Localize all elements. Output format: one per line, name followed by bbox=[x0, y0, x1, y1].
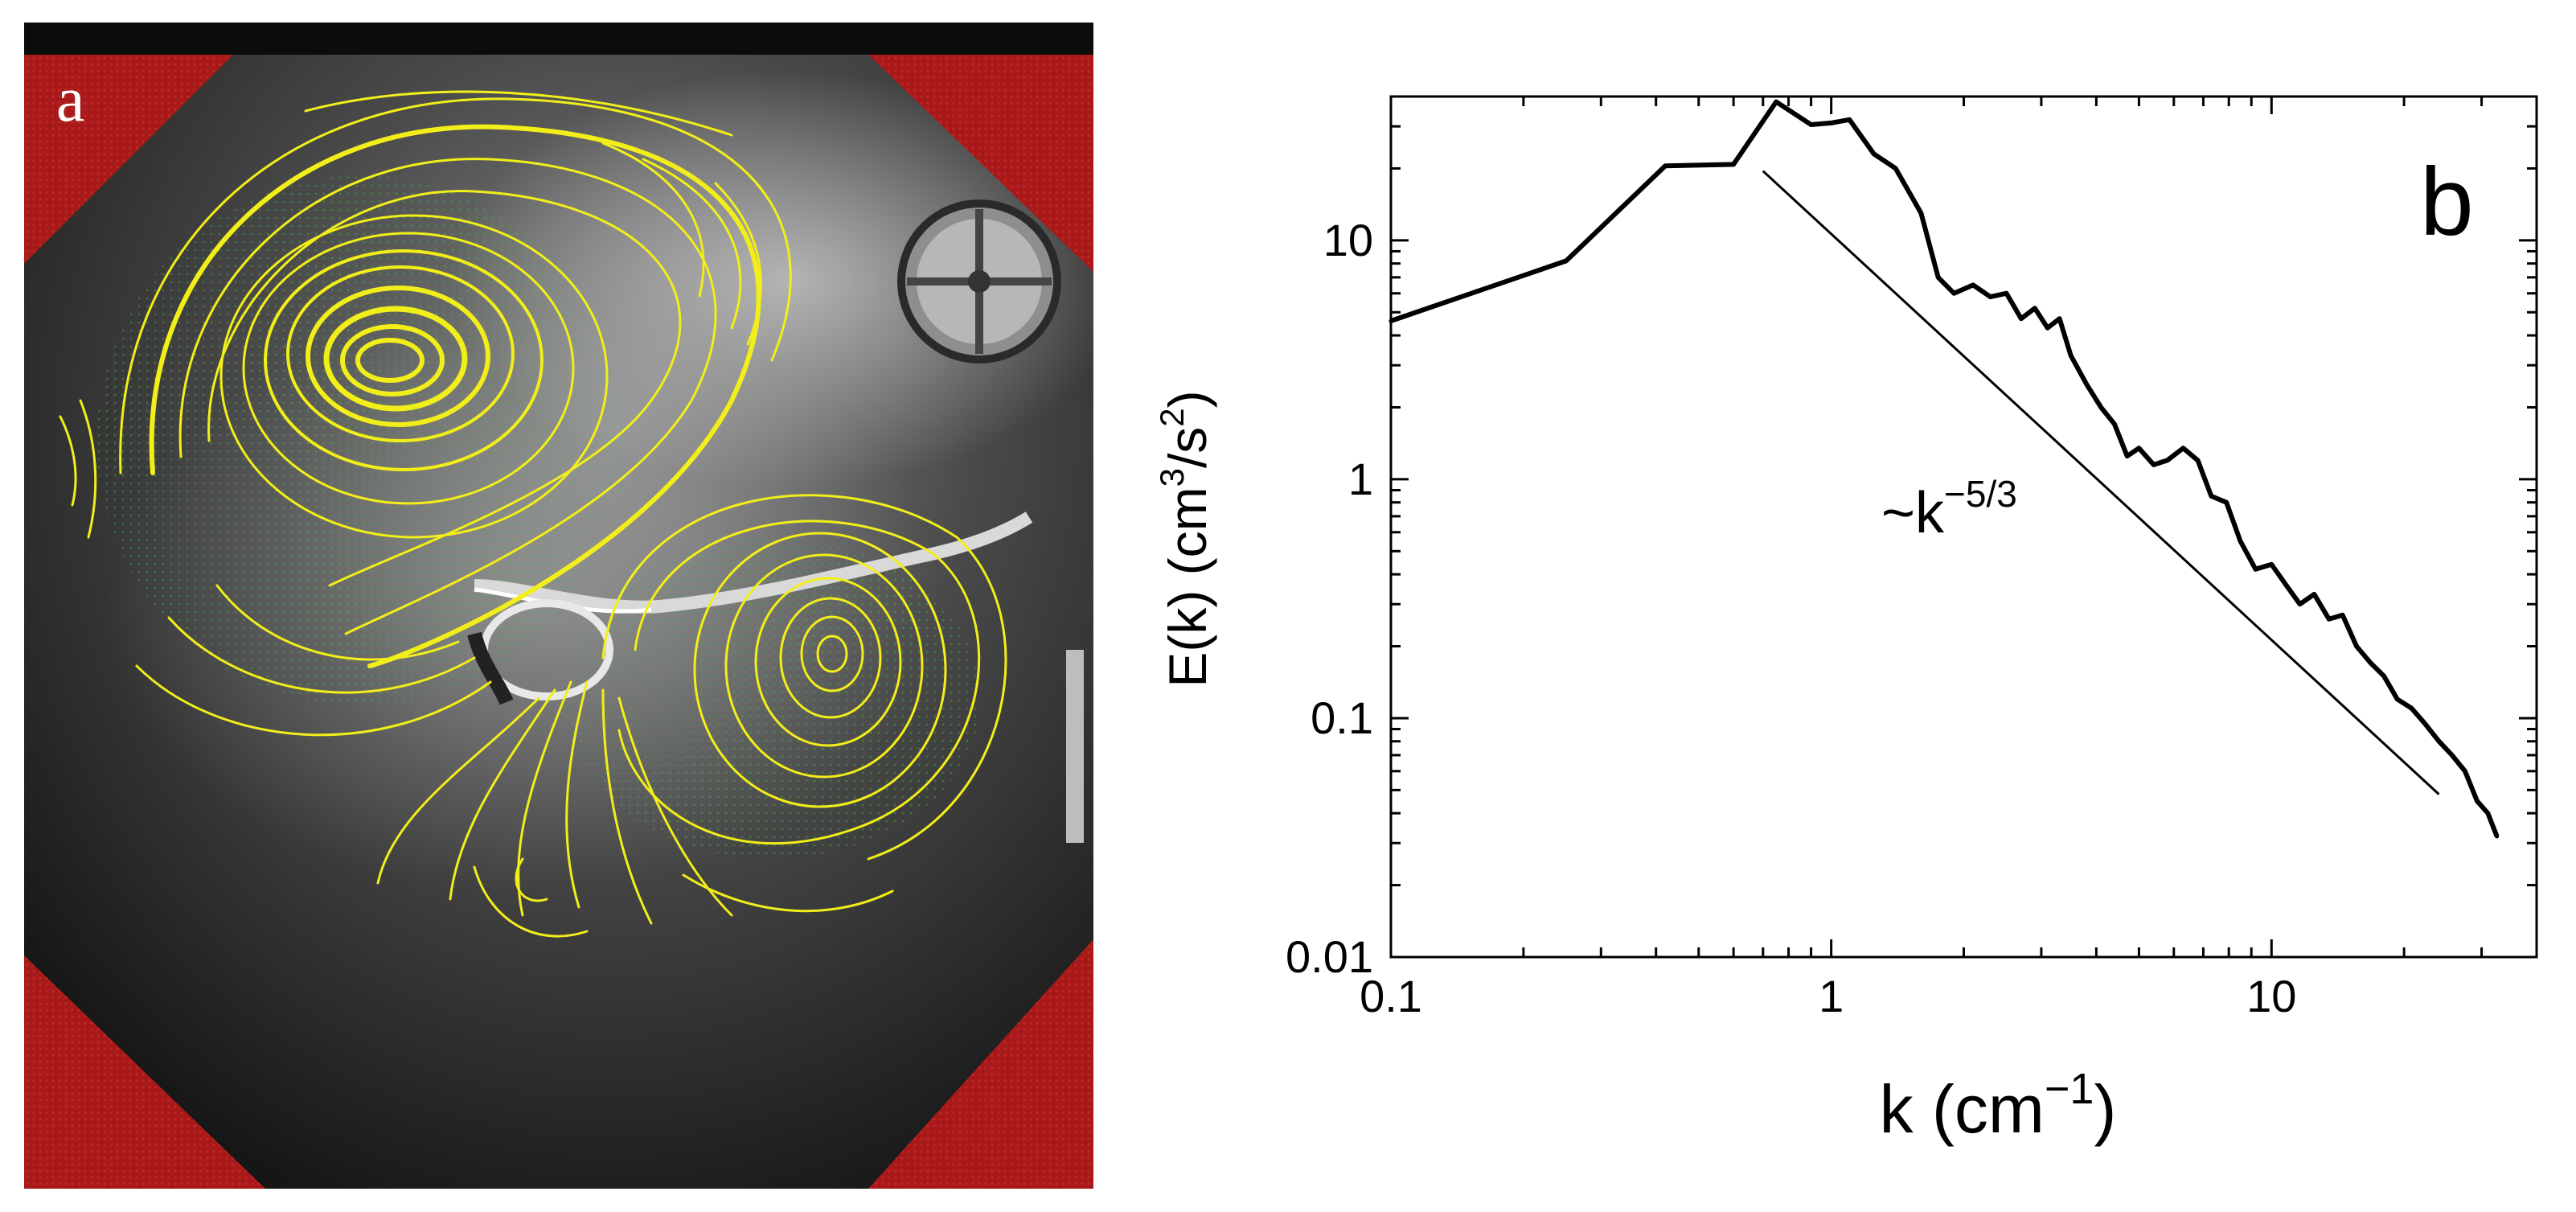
spectrum-point bbox=[2495, 834, 2500, 839]
reference-slope-line bbox=[1762, 170, 2440, 795]
streamlines bbox=[59, 90, 1007, 938]
spectrum-point bbox=[2125, 454, 2130, 458]
spectrum-point bbox=[2209, 494, 2213, 499]
spectrum-point bbox=[2437, 739, 2442, 744]
spectrum-point bbox=[1564, 258, 1569, 263]
x-tick-label: 0.1 bbox=[1360, 971, 1422, 1021]
spectrum-point bbox=[2327, 617, 2332, 622]
panel-a: a bbox=[24, 23, 1126, 1189]
spectrum-point bbox=[2136, 446, 2141, 450]
spectrum-point bbox=[2019, 316, 2024, 321]
spectrum-line bbox=[1390, 99, 2500, 837]
spectrum-point bbox=[1809, 122, 1814, 127]
spectrum-point bbox=[1731, 162, 1736, 166]
spectrum-point bbox=[2409, 706, 2414, 711]
spectrum-point bbox=[1988, 294, 1993, 299]
spectrum-point bbox=[1388, 318, 1393, 323]
side-probe bbox=[1066, 650, 1084, 843]
spectrum-point bbox=[1847, 117, 1852, 122]
spectrum-point bbox=[2340, 613, 2345, 618]
spectrum-point bbox=[2395, 696, 2400, 701]
spectrum-point bbox=[2463, 769, 2467, 774]
panel-a-label: a bbox=[56, 64, 85, 135]
spectrum-point bbox=[1918, 211, 1923, 216]
spectrum-point bbox=[1936, 275, 1941, 280]
spectrum-point bbox=[2381, 674, 2386, 679]
spectrum-point bbox=[2298, 602, 2303, 606]
spectrum-point bbox=[2196, 458, 2201, 462]
y-tick-label: 0.1 bbox=[1311, 692, 1373, 743]
spectrum-point bbox=[2253, 567, 2258, 572]
spectrum-point bbox=[1829, 121, 1834, 125]
spectrum-point bbox=[2475, 799, 2480, 803]
y-tick-label: 1 bbox=[1348, 454, 1373, 504]
spectrum-point bbox=[2311, 592, 2316, 597]
spectrum-point bbox=[2450, 753, 2455, 758]
y-axis-label: E(k) (cm3/s2) bbox=[1153, 390, 1217, 687]
x-tick-label: 1 bbox=[1819, 971, 1844, 1021]
spectrum-point bbox=[2098, 405, 2103, 409]
flow-photo: a bbox=[24, 23, 1126, 1189]
slope-annotation: ~k−5/3 bbox=[1881, 473, 2017, 545]
spectrum-point bbox=[2057, 316, 2062, 321]
spectrum-point bbox=[1872, 151, 1877, 156]
spectrum-point bbox=[2422, 721, 2427, 726]
x-axis-label: k (cm−1) bbox=[1880, 1065, 2117, 1147]
spectrum-point bbox=[1951, 291, 1956, 296]
spectrum-point bbox=[2112, 421, 2117, 426]
spectrum-point bbox=[2084, 382, 2089, 387]
top-dark-band bbox=[24, 23, 1093, 55]
spectrum-point bbox=[2269, 562, 2274, 567]
spectrum-point bbox=[2369, 660, 2373, 665]
spectrum-point bbox=[2284, 583, 2289, 588]
spectrum-point bbox=[2004, 291, 2009, 296]
spectrum-point bbox=[1663, 163, 1667, 168]
panel-b-label: b bbox=[2420, 148, 2474, 256]
plot-frame bbox=[1389, 95, 2538, 959]
panel-b: 0.1 1 10 0.01 0.1 1 10 b ~k−5/3 k (cm−1) E(k) … bbox=[1126, 0, 2576, 1208]
spectrum-point bbox=[2354, 644, 2359, 649]
spectrum-point bbox=[2485, 811, 2490, 816]
spectrum-point bbox=[2032, 306, 2037, 310]
rotor-disk bbox=[897, 199, 1061, 364]
corner-markers bbox=[24, 55, 1093, 1189]
spectrum-point bbox=[2180, 446, 2185, 450]
y-tick-label: 10 bbox=[1323, 215, 1373, 265]
y-tick-label: 0.01 bbox=[1286, 931, 1373, 982]
spectrum-point bbox=[1971, 282, 1975, 287]
spectrum-point bbox=[2151, 462, 2156, 467]
spectrum-point bbox=[2238, 539, 2243, 544]
spectrum-point bbox=[2069, 353, 2074, 358]
spectrum-point bbox=[2045, 326, 2050, 331]
spectrum-point bbox=[1893, 166, 1898, 171]
spectrum-point bbox=[1774, 100, 1778, 105]
x-tick-label: 10 bbox=[2246, 971, 2296, 1021]
spectrum-point bbox=[2165, 458, 2170, 462]
spectrum-point bbox=[2224, 500, 2229, 505]
